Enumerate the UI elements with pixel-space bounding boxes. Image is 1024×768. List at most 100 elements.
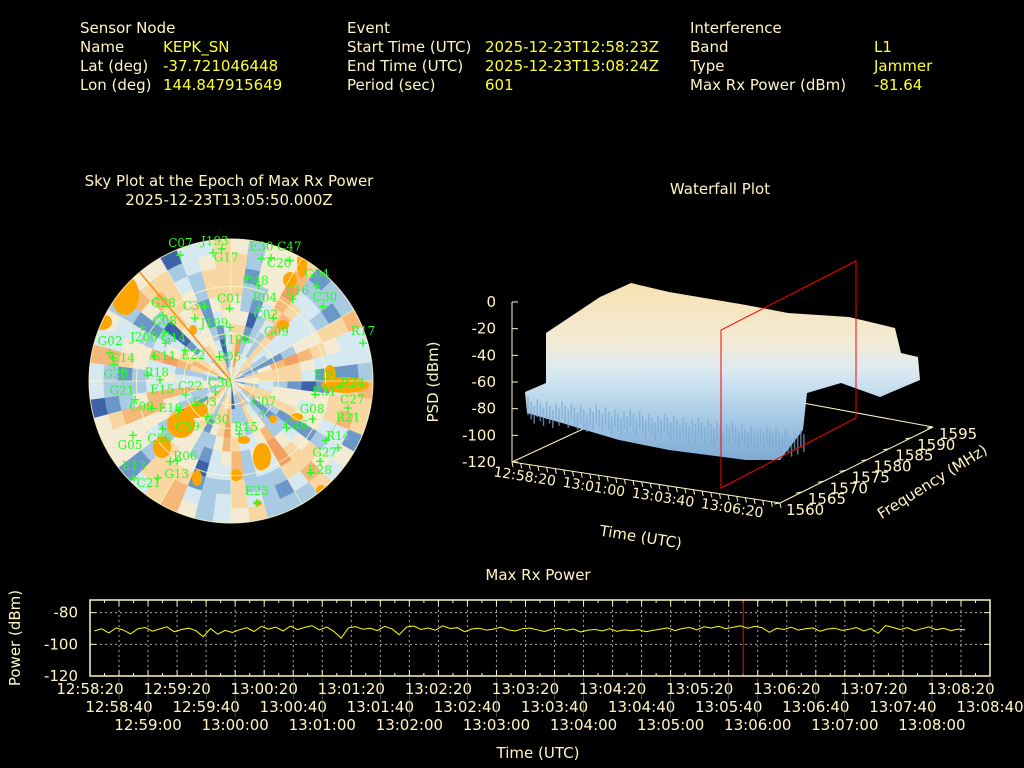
satellite-marker (191, 400, 200, 409)
x-tick-label: 13:08:00 (898, 716, 965, 734)
satellite-label: G08 (300, 402, 325, 416)
frequency-tick (839, 469, 846, 472)
time-tick (701, 490, 704, 497)
z-tick-label: -60 (472, 373, 497, 391)
satellite-marker (137, 323, 146, 332)
y-tick-label: -100 (44, 635, 78, 653)
sky-cell (214, 493, 232, 510)
lat-label: Lat (deg) (80, 57, 149, 75)
x-tick-label: 13:02:40 (434, 698, 501, 716)
x-tick-label: 13:03:00 (463, 716, 530, 734)
satellite-label: E03 (193, 395, 217, 409)
satellite: C07 (168, 236, 193, 260)
satellite-label: C36 (208, 376, 232, 390)
satellite-label: C59 (175, 420, 199, 434)
time-tick (649, 483, 652, 489)
satellite-label: R04 (253, 291, 278, 305)
satellite: G08 (300, 402, 325, 424)
time-tick (718, 493, 721, 499)
satellite-marker (321, 383, 330, 392)
jammer-direction-line (139, 271, 232, 382)
satellite-label: G07 (251, 394, 276, 408)
sky-cell (215, 267, 232, 283)
satellite: C34 (183, 299, 208, 323)
x-tick-label: 13:01:40 (347, 698, 414, 716)
x-tick-label: 13:07:40 (869, 698, 936, 716)
satellite-marker (208, 248, 217, 257)
time-tick (693, 489, 696, 495)
x-tick-label: 13:00:40 (260, 698, 327, 716)
satellite: R06 (173, 449, 198, 465)
event-panel: Event Start Time (UTC) 2025-12-23T12:58:2… (347, 19, 659, 95)
satellite-label: G14 (161, 331, 186, 345)
satellite-marker (358, 339, 367, 348)
sky-cell (215, 479, 232, 495)
azimuth-spoke (159, 380, 232, 505)
time-tick (753, 498, 756, 505)
azimuth-spoke (230, 309, 355, 382)
time-tick (779, 502, 782, 509)
time-tick (710, 492, 713, 498)
satellite-label: G30 (205, 412, 230, 426)
jammer-region (253, 443, 271, 471)
sky-plot-title: Sky Plot at the Epoch of Max Rx Power (85, 172, 375, 190)
satellite-marker (226, 323, 235, 332)
x-tick-label: 12:59:00 (114, 716, 181, 734)
satellite-label: C27 (340, 392, 364, 406)
x-tick-label: 13:07:00 (811, 716, 878, 734)
satellite-marker (254, 281, 263, 290)
sky-cell (230, 451, 243, 467)
satellite-label: E15 (150, 382, 174, 396)
satellite-label: R18 (145, 366, 169, 380)
frequency-tick-label: 1560 (786, 501, 824, 519)
satellite: R14 (326, 429, 351, 452)
frequency-axis (779, 426, 934, 504)
time-tick (554, 468, 557, 474)
satellite: C27 (340, 392, 365, 412)
time-tick (546, 467, 549, 473)
name-value: KEPK_SN (163, 38, 230, 56)
satellite-marker (266, 253, 275, 262)
time-tick (589, 473, 592, 480)
satellite: C56 (147, 424, 172, 446)
satellite-marker (215, 352, 224, 361)
x-tick-label: 12:58:20 (56, 680, 123, 698)
satellite: C48 (243, 274, 269, 288)
satellite: G17 (214, 244, 239, 264)
satellite: R24 (335, 376, 365, 391)
satellite-marker (255, 303, 264, 312)
time-tick (632, 480, 635, 486)
satellite-label: E16 (285, 283, 309, 297)
band-label: Band (690, 38, 729, 56)
satellite: C20 (266, 253, 291, 270)
satellite: G14 (161, 331, 186, 348)
frequency-tick-label: 1565 (808, 490, 846, 508)
satellite: G27 (312, 446, 337, 466)
waterfall-plot: 0-20-40-60-80-100-1201560156515701575158… (462, 260, 977, 522)
satellite-label: C11 (152, 349, 176, 363)
z-tick-label: -120 (462, 453, 496, 471)
satellite: G09 (264, 314, 289, 339)
x-tick-label: 13:01:20 (318, 680, 385, 698)
time-tick (537, 465, 540, 472)
x-tick-label: 12:59:20 (143, 680, 210, 698)
satellite-label: C34 (183, 299, 208, 313)
time-tick (770, 501, 773, 507)
satellite-marker (158, 424, 167, 433)
lon-value: 144.847915649 (163, 76, 283, 94)
satellite: C22 (178, 379, 202, 399)
period-label: Period (sec) (347, 76, 436, 94)
right-back-edge (802, 402, 934, 428)
satellite-marker (211, 387, 220, 396)
satellite-marker (105, 348, 114, 357)
satellite: E22 (181, 346, 205, 362)
satellite: R21 (322, 411, 360, 445)
satellite-label: C22 (178, 379, 202, 393)
time-axis-label: Time (UTC) (496, 744, 580, 762)
frequency-tick (861, 459, 868, 462)
satellite-label: G13 (164, 467, 189, 481)
azimuth-spoke (230, 380, 303, 505)
azimuth-spoke (230, 380, 355, 453)
satellite-marker (343, 403, 352, 412)
